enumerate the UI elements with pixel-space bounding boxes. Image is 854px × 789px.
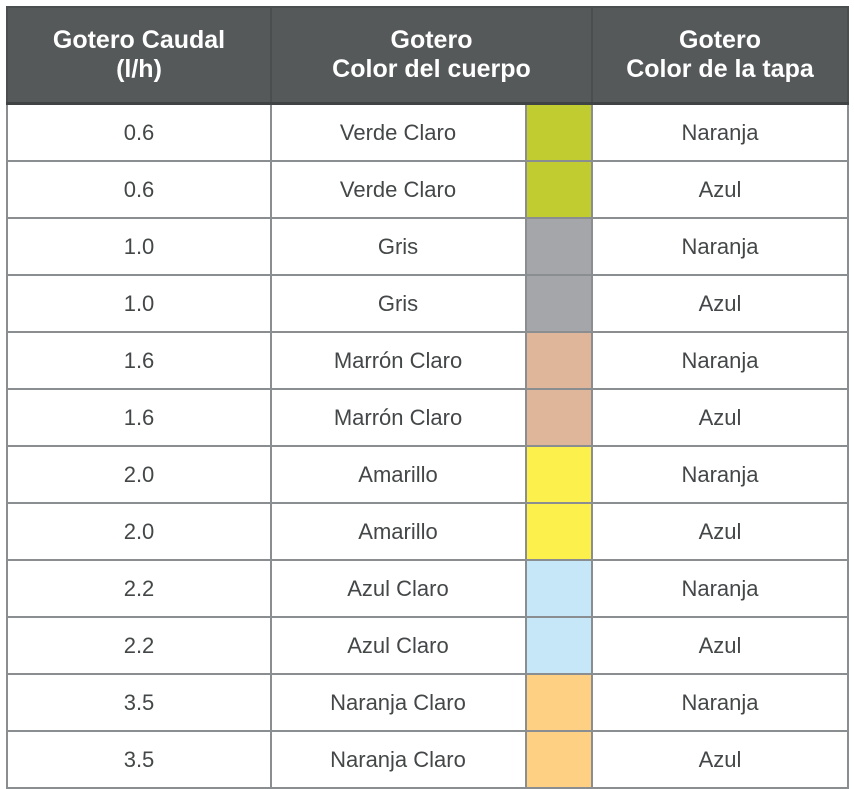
flow-cell: 0.6 [6,102,272,162]
cap-color-cell: Naranja [591,331,849,390]
flow-cell: 2.0 [6,445,272,504]
color-swatch [525,732,591,787]
table-row: 1.0 Gris Naranja [6,217,849,276]
flow-cell: 1.6 [6,388,272,447]
flow-cell: 2.2 [6,616,272,675]
cap-color-cell: Azul [591,160,849,219]
flow-cell: 1.0 [6,217,272,276]
flow-cell: 2.0 [6,502,272,561]
body-color-cell: Verde Claro [270,102,593,162]
body-color-cell: Amarillo [270,502,593,561]
flow-cell: 1.6 [6,331,272,390]
header-row: Gotero Caudal (l/h) Gotero Color del cue… [6,6,849,105]
body-color-cell: Gris [270,274,593,333]
color-swatch [525,333,591,388]
header-flow-line1: Gotero Caudal [52,26,226,54]
body-color-cell: Gris [270,217,593,276]
table-row: 1.6 Marrón Claro Azul [6,388,849,447]
body-color-cell: Naranja Claro [270,730,593,789]
body-color-label: Gris [377,290,419,316]
cap-color-cell: Naranja [591,673,849,732]
color-swatch [525,105,591,160]
body-color-label: Gris [377,233,419,259]
cap-color-cell: Azul [591,730,849,789]
body-color-cell: Marrón Claro [270,331,593,390]
dripper-color-table: Gotero Caudal (l/h) Gotero Color del cue… [6,6,849,789]
body-color-cell: Azul Claro [270,616,593,675]
table-row: 3.5 Naranja Claro Azul [6,730,849,789]
body-color-cell: Amarillo [270,445,593,504]
flow-cell: 1.0 [6,274,272,333]
color-swatch [525,219,591,274]
header-flow-line2: (l/h) [116,55,162,83]
color-swatch [525,390,591,445]
flow-cell: 3.5 [6,673,272,732]
body-color-label: Naranja Claro [330,746,466,772]
color-swatch [525,675,591,730]
body-color-label: Verde Claro [339,119,457,145]
flow-cell: 2.2 [6,559,272,618]
table-row: 0.6 Verde Claro Azul [6,160,849,219]
header-body-line2: Color del cuerpo [332,55,531,83]
body-color-label: Verde Claro [339,176,457,202]
color-swatch [525,447,591,502]
color-swatch [525,504,591,559]
body-color-label: Amarillo [358,461,438,487]
color-swatch [525,561,591,616]
cap-color-cell: Azul [591,502,849,561]
header-body-color: Gotero Color del cuerpo [270,6,593,105]
table-row: 2.2 Azul Claro Azul [6,616,849,675]
header-cap-line1: Gotero [679,26,761,54]
table-body: 0.6 Verde Claro Naranja 0.6 Verde Claro Azul 1… [6,102,849,789]
table-row: 2.0 Amarillo Naranja [6,445,849,504]
header-cap-color: Gotero Color de la tapa [591,6,849,105]
header-cap-line2: Color de la tapa [626,55,814,83]
body-color-label: Azul Claro [347,575,449,601]
body-color-label: Naranja Claro [330,689,466,715]
flow-cell: 3.5 [6,730,272,789]
color-swatch [525,618,591,673]
table-row: 1.0 Gris Azul [6,274,849,333]
table-row: 2.0 Amarillo Azul [6,502,849,561]
cap-color-cell: Naranja [591,559,849,618]
cap-color-cell: Azul [591,274,849,333]
table-row: 3.5 Naranja Claro Naranja [6,673,849,732]
cap-color-cell: Naranja [591,445,849,504]
body-color-label: Marrón Claro [333,347,463,373]
cap-color-cell: Azul [591,388,849,447]
color-swatch [525,162,591,217]
body-color-label: Azul Claro [347,632,449,658]
body-color-cell: Naranja Claro [270,673,593,732]
table-row: 0.6 Verde Claro Naranja [6,102,849,162]
body-color-label: Marrón Claro [333,404,463,430]
body-color-cell: Marrón Claro [270,388,593,447]
cap-color-cell: Naranja [591,102,849,162]
body-color-label: Amarillo [358,518,438,544]
flow-cell: 0.6 [6,160,272,219]
table-header: Gotero Caudal (l/h) Gotero Color del cue… [6,6,849,105]
cap-color-cell: Azul [591,616,849,675]
header-flow: Gotero Caudal (l/h) [6,6,272,105]
header-body-line1: Gotero [390,26,473,54]
body-color-cell: Verde Claro [270,160,593,219]
body-color-cell: Azul Claro [270,559,593,618]
color-swatch [525,276,591,331]
table-row: 1.6 Marrón Claro Naranja [6,331,849,390]
table-row: 2.2 Azul Claro Naranja [6,559,849,618]
cap-color-cell: Naranja [591,217,849,276]
